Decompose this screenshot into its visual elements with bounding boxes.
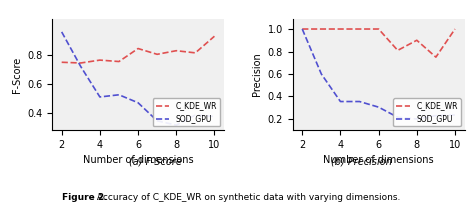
C_KDE_WR [452,28,458,30]
C_KDE_WR [135,47,141,50]
C_KDE_WR [116,60,122,63]
X-axis label: Number of dimensions: Number of dimensions [83,155,193,165]
Y-axis label: F-Score: F-Score [11,56,22,93]
SOD_GPU [97,96,103,98]
C_KDE_WR [155,53,160,56]
SOD_GPU [116,93,122,96]
C_KDE_WR [433,56,439,58]
C_KDE_WR [395,49,401,52]
C_KDE_WR [78,62,83,64]
C_KDE_WR [173,49,179,52]
C_KDE_WR [59,61,64,63]
C_KDE_WR [211,35,217,38]
C_KDE_WR [337,28,343,30]
C_KDE_WR [319,28,324,30]
SOD_GPU [155,119,160,122]
Text: (a) F-Score: (a) F-Score [129,157,182,167]
SOD_GPU [78,65,83,68]
SOD_GPU [59,31,64,33]
SOD_GPU [173,124,179,126]
Text: Figure 2.: Figure 2. [62,193,107,202]
Line: C_KDE_WR: C_KDE_WR [302,29,455,57]
SOD_GPU [452,114,458,116]
SOD_GPU [337,100,343,103]
SOD_GPU [211,115,217,118]
SOD_GPU [414,118,419,120]
C_KDE_WR [356,28,362,30]
C_KDE_WR [192,52,198,54]
SOD_GPU [433,114,439,117]
Legend: C_KDE_WR, SOD_GPU: C_KDE_WR, SOD_GPU [153,98,220,126]
Y-axis label: Precision: Precision [252,53,262,96]
Line: C_KDE_WR: C_KDE_WR [62,36,214,63]
X-axis label: Number of dimensions: Number of dimensions [323,155,434,165]
C_KDE_WR [376,28,382,30]
C_KDE_WR [300,28,305,30]
Line: SOD_GPU: SOD_GPU [302,29,455,119]
Line: SOD_GPU: SOD_GPU [62,32,214,125]
Legend: C_KDE_WR, SOD_GPU: C_KDE_WR, SOD_GPU [393,98,461,126]
Text: (b) Precision: (b) Precision [331,157,392,167]
C_KDE_WR [97,59,103,61]
SOD_GPU [192,114,198,116]
SOD_GPU [376,106,382,108]
SOD_GPU [300,28,305,30]
SOD_GPU [395,116,401,118]
Text: Accuracy of C_KDE_WR on synthetic data with varying dimensions.: Accuracy of C_KDE_WR on synthetic data w… [94,193,400,202]
C_KDE_WR [414,39,419,42]
SOD_GPU [356,100,362,103]
SOD_GPU [135,101,141,104]
SOD_GPU [319,73,324,75]
